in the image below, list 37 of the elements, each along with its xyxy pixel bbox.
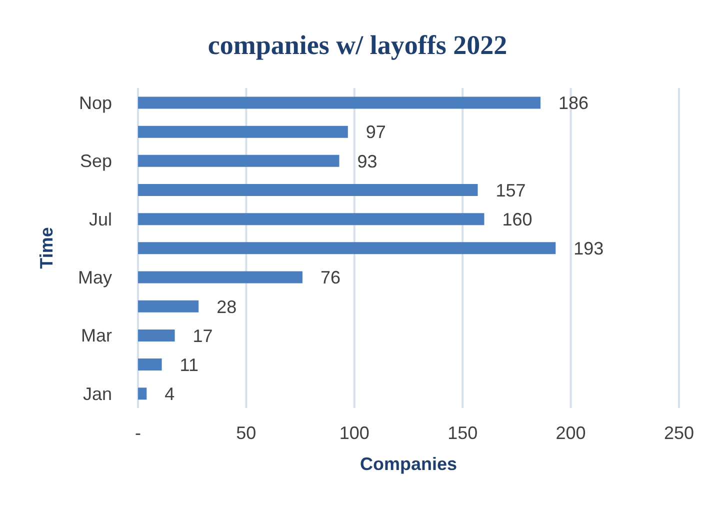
y-tick-label: Jan xyxy=(82,384,112,404)
bar xyxy=(138,358,162,371)
bar xyxy=(138,184,478,196)
data-label: 186 xyxy=(558,93,589,114)
x-tick-label: 50 xyxy=(236,422,256,443)
bar xyxy=(138,96,541,109)
bar xyxy=(138,126,348,138)
y-axis-title: Time xyxy=(36,227,56,269)
chart-title: companies w/ layoffs 2022 xyxy=(206,30,508,61)
bar xyxy=(138,329,175,342)
x-tick-label: 250 xyxy=(664,422,694,443)
data-label: 76 xyxy=(320,268,340,288)
y-tick-label: Jul xyxy=(88,209,112,230)
data-label: 93 xyxy=(357,151,378,172)
data-label: 157 xyxy=(496,180,526,200)
y-tick-label: Sep xyxy=(80,151,112,172)
data-label: 4 xyxy=(164,384,175,404)
x-tick-label: - xyxy=(135,422,141,443)
bar xyxy=(138,300,199,312)
data-label: 11 xyxy=(180,354,198,375)
bar xyxy=(138,388,147,400)
bar xyxy=(138,271,302,284)
data-label: 193 xyxy=(574,238,604,259)
y-tick-label: Nop xyxy=(78,92,112,113)
y-tick-label: May xyxy=(78,267,112,288)
bar xyxy=(138,213,484,226)
x-tick-label: 100 xyxy=(339,422,370,443)
bar xyxy=(138,154,340,167)
bar xyxy=(138,242,556,254)
data-label: 97 xyxy=(366,122,386,142)
y-tick-label: Mar xyxy=(81,326,112,346)
x-tick-label: 150 xyxy=(448,422,478,443)
data-label: 160 xyxy=(502,209,532,230)
x-axis-title: Companies xyxy=(360,454,458,474)
data-label: 28 xyxy=(216,296,237,317)
data-label: 17 xyxy=(192,326,213,346)
x-tick-label: 200 xyxy=(556,422,586,443)
